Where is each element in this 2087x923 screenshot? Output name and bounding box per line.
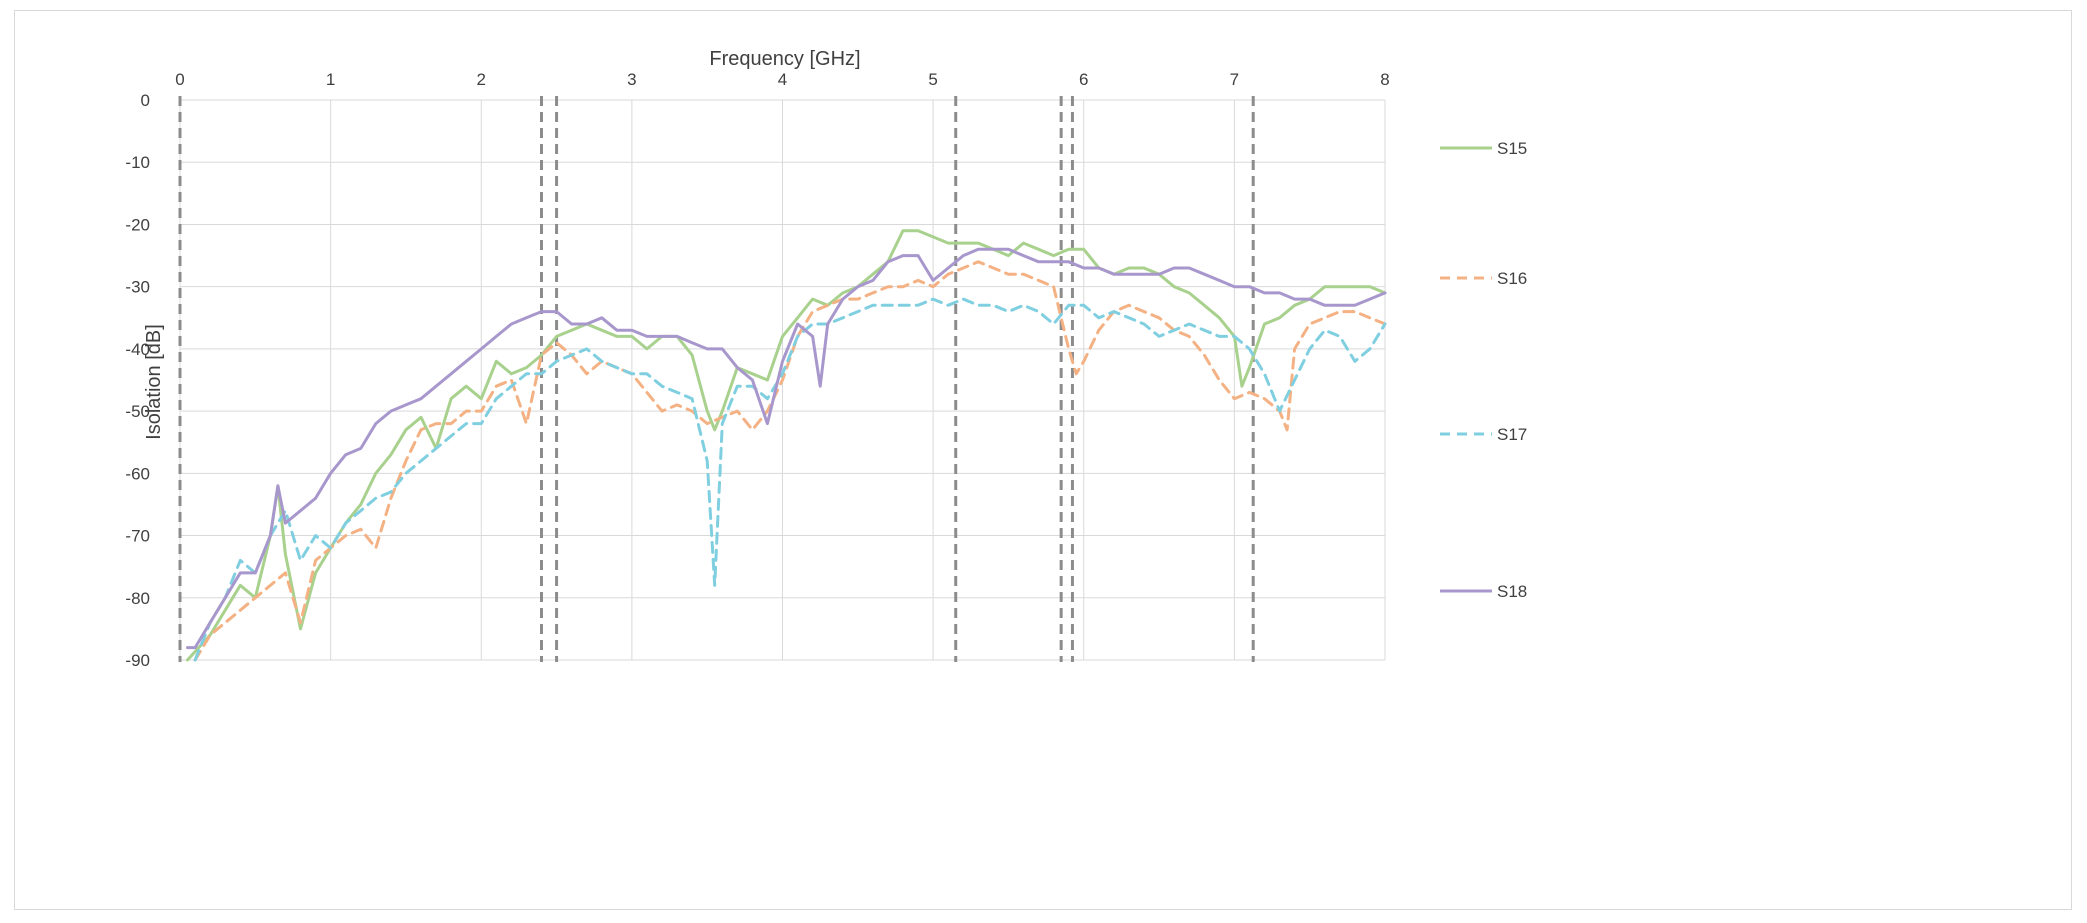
series-line-s16 bbox=[193, 260, 1387, 662]
series-line-s15 bbox=[186, 229, 1387, 662]
x-tick-label: 4 bbox=[778, 70, 787, 89]
vertical-markers bbox=[178, 96, 1255, 662]
x-tick-label: 6 bbox=[1079, 70, 1088, 89]
legend-label-s16: S16 bbox=[1497, 269, 1527, 288]
y-tick-labels: 0 -10 -20 -30 -40 -50 -60 -70 -80 -90 bbox=[125, 91, 150, 670]
gridlines bbox=[179, 99, 1386, 661]
x-tick-label: 8 bbox=[1380, 70, 1389, 89]
series-line-s18 bbox=[186, 247, 1387, 650]
y-tick-label: -50 bbox=[125, 402, 150, 421]
legend-label-s15: S15 bbox=[1497, 139, 1527, 158]
y-tick-label: 0 bbox=[141, 91, 150, 110]
y-tick-label: -30 bbox=[125, 278, 150, 297]
y-tick-label: -10 bbox=[125, 153, 150, 172]
x-tick-labels: 0 1 2 3 4 5 6 7 8 bbox=[175, 70, 1389, 89]
legend: S15 S16 S17 S18 bbox=[1440, 139, 1527, 601]
x-tick-label: 7 bbox=[1230, 70, 1239, 89]
x-tick-label: 1 bbox=[326, 70, 335, 89]
series-lines bbox=[186, 229, 1387, 662]
y-axis-title: Isolation [dB] bbox=[143, 324, 165, 440]
legend-label-s18: S18 bbox=[1497, 582, 1527, 601]
y-tick-label: -20 bbox=[125, 215, 150, 234]
y-tick-label: -80 bbox=[125, 589, 150, 608]
x-tick-label: 2 bbox=[477, 70, 486, 89]
x-tick-label: 0 bbox=[175, 70, 184, 89]
legend-label-s17: S17 bbox=[1497, 425, 1527, 444]
x-tick-label: 3 bbox=[627, 70, 636, 89]
y-tick-label: -40 bbox=[125, 340, 150, 359]
x-axis-title: Frequency [GHz] bbox=[709, 48, 860, 70]
chart-frame bbox=[14, 10, 2072, 910]
y-tick-label: -90 bbox=[125, 651, 150, 670]
x-tick-label: 5 bbox=[928, 70, 937, 89]
y-tick-label: -60 bbox=[125, 464, 150, 483]
series-line-s17 bbox=[193, 297, 1387, 662]
y-tick-label: -70 bbox=[125, 527, 150, 546]
